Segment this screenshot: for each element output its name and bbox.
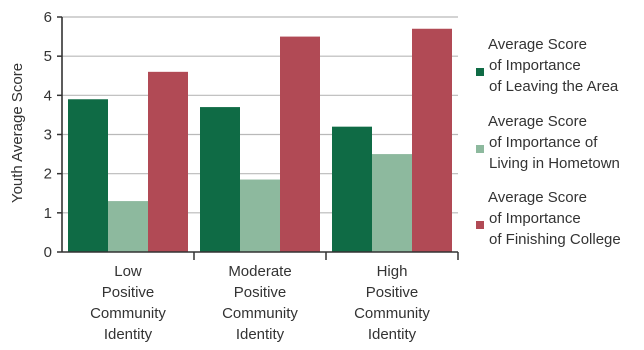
y-tick-labels: 0 1 2 3 4 5 6 xyxy=(44,9,52,261)
bar xyxy=(200,107,240,252)
category-label: Low Positive Community Identity xyxy=(90,263,166,343)
y-tick-label: 4 xyxy=(44,87,52,104)
category-label-line: Community xyxy=(90,305,166,322)
legend-label-line: Living in Hometown xyxy=(489,155,620,172)
legend-label-line: of Importance xyxy=(489,57,581,74)
legend-label-line: of Finishing College xyxy=(489,231,621,248)
bar xyxy=(412,28,452,252)
y-tick-label: 5 xyxy=(44,48,52,65)
legend-entry: Average Score of Importance of Finishing C… xyxy=(476,189,621,248)
y-axis-title: Youth Average Score xyxy=(9,63,26,203)
bar xyxy=(240,179,280,252)
legend-entry: Average Score of Importance of Living in H… xyxy=(476,113,620,172)
bar xyxy=(332,126,372,252)
legend-label-line: of Importance xyxy=(489,210,581,227)
y-tick-label: 2 xyxy=(44,166,52,183)
legend-swatch xyxy=(476,221,484,229)
legend-label: Average Score of Importance of Living in H… xyxy=(488,113,620,172)
y-tick-label: 0 xyxy=(44,244,52,261)
category-label: Moderate Positive Community Identity xyxy=(222,263,298,343)
legend-entry: Average Score of Importance of Leaving the… xyxy=(476,36,619,95)
category-labels: Low Positive Community Identity Moderate Posi… xyxy=(90,263,430,343)
y-tick-label: 6 xyxy=(44,9,52,26)
category-label-line: Positive xyxy=(234,284,287,301)
bar xyxy=(108,201,148,252)
legend-swatch xyxy=(476,68,484,76)
bars xyxy=(68,28,452,253)
bar xyxy=(68,99,108,252)
axes xyxy=(57,16,459,260)
legend-label-line: Average Score xyxy=(488,113,587,130)
category-label-line: Identity xyxy=(236,326,285,343)
legend-label-line: Average Score xyxy=(488,189,587,206)
category-label-line: Community xyxy=(354,305,430,322)
legend-label: Average Score of Importance of Leaving the… xyxy=(488,36,619,95)
category-label-line: Positive xyxy=(102,284,155,301)
category-label-line: Moderate xyxy=(228,263,291,280)
legend-label: Average Score of Importance of Finishing C… xyxy=(488,189,621,248)
category-label-line: Low xyxy=(114,263,142,280)
legend-label-line: of Importance of xyxy=(489,134,598,151)
y-tick-label: 1 xyxy=(44,205,52,222)
category-label-line: Identity xyxy=(368,326,417,343)
bar xyxy=(280,36,320,253)
category-label: High Positive Community Identity xyxy=(354,263,430,343)
legend: Average Score of Importance of Leaving the… xyxy=(476,36,621,248)
category-label-line: Positive xyxy=(366,284,419,301)
legend-label-line: of Leaving the Area xyxy=(489,78,619,95)
bar xyxy=(148,71,188,252)
legend-swatch xyxy=(476,145,484,153)
category-label-line: Identity xyxy=(104,326,153,343)
y-tick-label: 3 xyxy=(44,127,52,144)
legend-label-line: Average Score xyxy=(488,36,587,53)
bar xyxy=(372,154,412,252)
category-label-line: High xyxy=(377,263,408,280)
category-label-line: Community xyxy=(222,305,298,322)
